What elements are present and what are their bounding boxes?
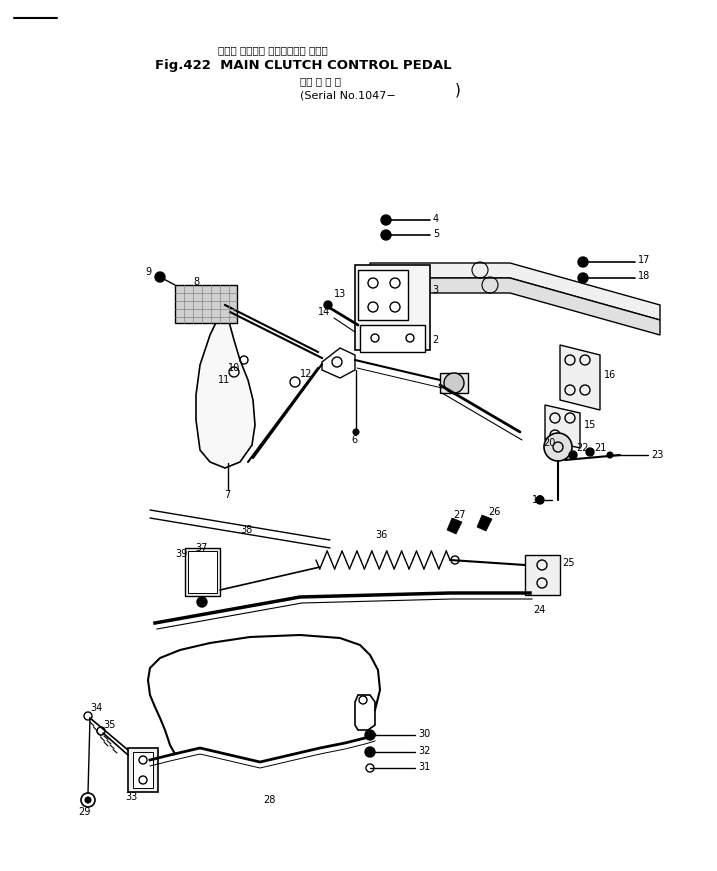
- Text: 12: 12: [300, 369, 313, 379]
- Circle shape: [85, 797, 91, 803]
- Circle shape: [569, 451, 577, 459]
- Text: 39: 39: [175, 549, 187, 559]
- Text: 3: 3: [432, 285, 438, 295]
- Polygon shape: [322, 348, 355, 378]
- Text: 5: 5: [433, 229, 440, 239]
- Text: ): ): [455, 83, 461, 98]
- Text: 19: 19: [532, 495, 544, 505]
- Polygon shape: [128, 748, 158, 792]
- Text: 33: 33: [125, 792, 137, 802]
- Circle shape: [365, 730, 375, 740]
- Text: 27: 27: [453, 510, 465, 520]
- Text: 37: 37: [195, 543, 207, 553]
- Text: 9: 9: [145, 267, 151, 277]
- Text: 18: 18: [638, 271, 650, 281]
- Circle shape: [586, 448, 594, 456]
- Circle shape: [536, 496, 544, 504]
- Circle shape: [578, 273, 588, 283]
- Text: メイン クラッチ コントロール ペダル: メイン クラッチ コントロール ペダル: [218, 45, 328, 55]
- Text: 30: 30: [418, 729, 430, 739]
- Bar: [188, 551, 217, 593]
- Text: 32: 32: [418, 746, 430, 756]
- Circle shape: [353, 429, 359, 435]
- Text: 21: 21: [594, 443, 607, 453]
- Text: 20: 20: [543, 438, 556, 448]
- Text: 26: 26: [488, 507, 500, 517]
- Text: 17: 17: [638, 255, 650, 265]
- Text: Fig.422  MAIN CLUTCH CONTROL PEDAL: Fig.422 MAIN CLUTCH CONTROL PEDAL: [155, 58, 452, 71]
- Text: 31: 31: [418, 762, 430, 772]
- Bar: [185, 548, 220, 596]
- Text: 16: 16: [604, 370, 616, 380]
- Polygon shape: [370, 263, 660, 320]
- Polygon shape: [545, 405, 580, 448]
- Polygon shape: [355, 265, 430, 350]
- Circle shape: [607, 452, 613, 458]
- Circle shape: [578, 257, 588, 267]
- Text: 29: 29: [78, 807, 90, 817]
- Circle shape: [155, 272, 165, 282]
- Text: 7: 7: [224, 490, 230, 500]
- Bar: [133, 752, 153, 788]
- Text: 10: 10: [228, 363, 240, 373]
- Polygon shape: [360, 325, 425, 352]
- Text: 36: 36: [375, 530, 387, 540]
- Text: 6: 6: [351, 435, 357, 445]
- Polygon shape: [358, 270, 408, 320]
- Polygon shape: [370, 278, 660, 335]
- Text: 4: 4: [433, 214, 439, 224]
- Bar: [175, 285, 237, 323]
- Text: 28: 28: [263, 795, 275, 805]
- Polygon shape: [447, 518, 462, 534]
- Text: 2: 2: [432, 335, 438, 345]
- Circle shape: [444, 373, 464, 393]
- Polygon shape: [525, 555, 560, 595]
- Circle shape: [365, 747, 375, 757]
- Text: 22: 22: [576, 443, 589, 453]
- Text: 24: 24: [533, 605, 546, 615]
- Text: 34: 34: [90, 703, 103, 713]
- Circle shape: [544, 433, 572, 461]
- Text: 35: 35: [103, 720, 115, 730]
- Text: (Serial No.1047−: (Serial No.1047−: [300, 90, 396, 100]
- Circle shape: [381, 230, 391, 240]
- Text: 11: 11: [218, 375, 230, 385]
- Text: 25: 25: [562, 558, 574, 568]
- Text: 23: 23: [651, 450, 663, 460]
- Polygon shape: [560, 345, 600, 410]
- Polygon shape: [196, 305, 255, 468]
- Text: 13: 13: [334, 289, 346, 299]
- Polygon shape: [355, 695, 375, 730]
- Text: 38: 38: [240, 525, 252, 535]
- Circle shape: [324, 301, 332, 309]
- Text: 8: 8: [193, 277, 199, 287]
- Text: （適 用 号 機: （適 用 号 機: [300, 76, 341, 86]
- Text: 15: 15: [584, 420, 597, 430]
- Polygon shape: [477, 515, 492, 531]
- Circle shape: [197, 597, 207, 607]
- Bar: [440, 373, 468, 393]
- Text: 14: 14: [318, 307, 331, 317]
- Circle shape: [381, 215, 391, 225]
